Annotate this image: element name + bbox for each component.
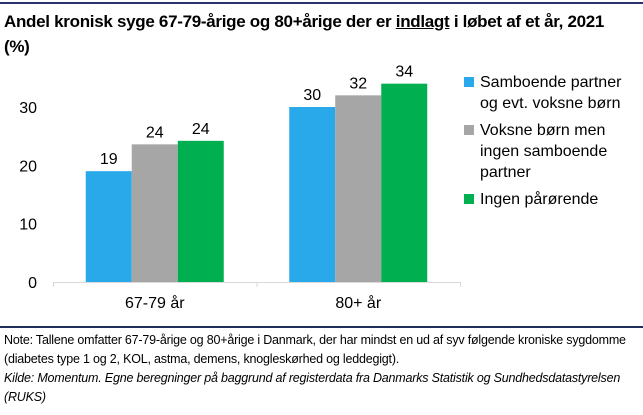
bar [289,107,336,282]
legend-label: Voksne børn men ingen samboende partner [480,122,608,181]
y-tick-label: 20 [19,158,37,175]
notes: Note: Tallene omfatter 67-79-årige og 80… [4,331,640,407]
y-tick-label: 0 [28,275,37,292]
data-label: 24 [146,124,164,141]
legend-label: Samboende partner og evt. voksne børn [480,74,622,112]
y-axis: 0 10 20 30 [19,100,37,292]
data-label: 30 [303,87,321,104]
bar [177,140,224,282]
x-tick-label: 80+ år [335,294,381,312]
title-text-end: i løbet af et år, 2021 (%) [4,12,605,56]
bar-chart: 0 10 20 30 19 24 24 30 32 34 67-79 år 80+ år [19,64,461,312]
bar [85,171,132,282]
data-label: 32 [349,75,367,92]
note-text: Note: Tallene omfatter 67-79-årige og 80… [4,333,626,366]
data-label: 34 [395,64,413,81]
bar [381,83,428,283]
y-tick-label: 10 [19,217,37,234]
chart-title: Andel kronisk syge 67-79-årige og 80+åri… [4,9,634,59]
bar [335,95,382,282]
source-text: Kilde: Momentum. Egne beregninger på bag… [4,371,621,404]
legend-swatch-gray [464,125,474,135]
top-rule [0,2,643,4]
legend-item: Ingen pårørende [462,189,642,210]
title-underlined-word: indlagt [395,12,450,31]
legend-item: Samboende partner og evt. voksne børn [462,72,642,114]
legend-swatch-blue [464,77,474,87]
x-axis: 67-79 år 80+ år [53,282,461,312]
x-tick-label: 67-79 år [125,294,185,312]
title-text: Andel kronisk syge 67-79-årige og 80+åri… [4,12,396,31]
legend-swatch-green [464,194,474,204]
y-tick-label: 30 [19,100,37,117]
bar [131,144,178,282]
legend: Samboende partner og evt. voksne børn Vo… [462,72,642,216]
data-labels: 19 24 24 30 32 34 [100,64,413,169]
legend-label: Ingen pårørende [480,191,599,208]
bottom-rule [0,326,643,328]
legend-item: Voksne børn men ingen samboende partner [462,120,642,183]
data-label: 19 [100,151,118,168]
data-label: 24 [192,121,210,138]
bars [85,83,428,283]
